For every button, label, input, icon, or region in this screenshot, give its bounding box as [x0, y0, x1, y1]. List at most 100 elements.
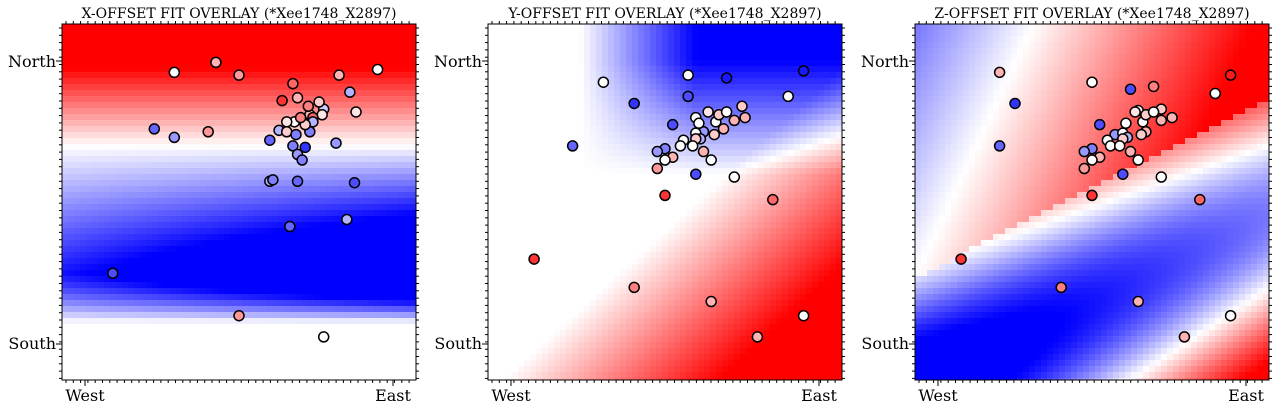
- heatmap-cell: [368, 78, 375, 85]
- heatmap-cell: [392, 174, 399, 181]
- heatmap-cell: [836, 138, 842, 145]
- heatmap-cell: [236, 252, 243, 259]
- heatmap-cell: [152, 84, 159, 91]
- heatmap-cell: [398, 138, 405, 145]
- heatmap-cell: [290, 348, 297, 355]
- heatmap-cell: [242, 66, 249, 73]
- heatmap-cell: [200, 144, 207, 151]
- heatmap-cell: [392, 84, 399, 91]
- heatmap-cell: [152, 294, 159, 301]
- heatmap-cell: [164, 228, 171, 235]
- heatmap-cell: [356, 282, 363, 289]
- heatmap-cell: [260, 108, 267, 115]
- heatmap-cell: [194, 366, 201, 373]
- heatmap-cell: [398, 72, 405, 79]
- heatmap-cell: [152, 252, 159, 259]
- heatmap-cell: [80, 366, 87, 373]
- heatmap-cell: [254, 204, 261, 211]
- heatmap-cell: [788, 36, 795, 43]
- heatmap-cell: [128, 264, 135, 271]
- heatmap-cell: [368, 318, 375, 325]
- heatmap-cell: [188, 48, 195, 55]
- heatmap-cell: [326, 102, 333, 109]
- heatmap-cell: [224, 348, 231, 355]
- heatmap-cell: [260, 120, 267, 127]
- heatmap-cell: [302, 192, 309, 199]
- heatmap-cell: [350, 114, 357, 121]
- heatmap-cell: [392, 42, 399, 49]
- heatmap-cell: [170, 336, 177, 343]
- heatmap-cell: [350, 234, 357, 241]
- heatmap-cell: [248, 216, 255, 223]
- heatmap-cell: [380, 60, 387, 67]
- heatmap-cell: [170, 78, 177, 85]
- heatmap-cell: [518, 54, 525, 61]
- heatmap-cell: [710, 30, 717, 37]
- heatmap-cell: [266, 372, 273, 379]
- heatmap-cell: [770, 120, 777, 127]
- heatmap-cell: [680, 36, 687, 43]
- heatmap-cell: [74, 342, 81, 349]
- heatmap-cell: [146, 114, 153, 121]
- heatmap-cell: [326, 228, 333, 235]
- heatmap-cell: [764, 84, 771, 91]
- heatmap-cell: [674, 108, 681, 115]
- heatmap-cell: [818, 48, 825, 55]
- heatmap-cell: [596, 48, 603, 55]
- heatmap-cell: [134, 336, 141, 343]
- heatmap-cell: [152, 66, 159, 73]
- heatmap-cell: [146, 48, 153, 55]
- heatmap-cell: [770, 48, 777, 55]
- heatmap-cell: [368, 306, 375, 313]
- heatmap-cell: [62, 210, 69, 217]
- heatmap-cell: [404, 270, 411, 277]
- heatmap-cell: [386, 342, 393, 349]
- heatmap-cell: [272, 348, 279, 355]
- heatmap-cell: [140, 138, 147, 145]
- heatmap-cell: [578, 54, 585, 61]
- heatmap-cell: [608, 138, 615, 145]
- heatmap-cell: [494, 102, 501, 109]
- heatmap-cell: [68, 288, 75, 295]
- heatmap-cell: [260, 258, 267, 265]
- heatmap-cell: [248, 252, 255, 259]
- heatmap-cell: [146, 210, 153, 217]
- heatmap-cell: [152, 324, 159, 331]
- heatmap-cell: [698, 72, 705, 79]
- heatmap-cell: [296, 192, 303, 199]
- heatmap-cell: [392, 216, 399, 223]
- heatmap-cell: [308, 276, 315, 283]
- heatmap-cell: [392, 108, 399, 115]
- heatmap-cell: [380, 270, 387, 277]
- heatmap-cell: [260, 30, 267, 37]
- heatmap-cell: [158, 42, 165, 49]
- heatmap-cell: [704, 72, 711, 79]
- heatmap-cell: [254, 228, 261, 235]
- heatmap-cell: [86, 276, 93, 283]
- heatmap-cell: [230, 96, 237, 103]
- heatmap-cell: [86, 294, 93, 301]
- heatmap-cell: [206, 288, 213, 295]
- heatmap-cell: [296, 168, 303, 175]
- heatmap-cell: [134, 294, 141, 301]
- heatmap-cell: [170, 144, 177, 151]
- heatmap-cell: [686, 126, 693, 133]
- heatmap-cell: [134, 84, 141, 91]
- heatmap-cell: [500, 48, 507, 55]
- heatmap-cell: [248, 366, 255, 373]
- heatmap-cell: [176, 378, 183, 380]
- heatmap-cell: [566, 78, 573, 85]
- heatmap-cell: [104, 126, 111, 133]
- heatmap-cell: [140, 372, 147, 379]
- heatmap-cell: [212, 126, 219, 133]
- data-point: [168, 66, 181, 79]
- heatmap-cell: [116, 24, 123, 31]
- heatmap-cell: [296, 354, 303, 361]
- heatmap-cell: [98, 282, 105, 289]
- heatmap-cell: [290, 162, 297, 169]
- heatmap-cell: [584, 30, 591, 37]
- heatmap-cell: [668, 66, 675, 73]
- heatmap-cell: [248, 222, 255, 229]
- heatmap-cell: [410, 228, 416, 235]
- heatmap-cell: [332, 300, 339, 307]
